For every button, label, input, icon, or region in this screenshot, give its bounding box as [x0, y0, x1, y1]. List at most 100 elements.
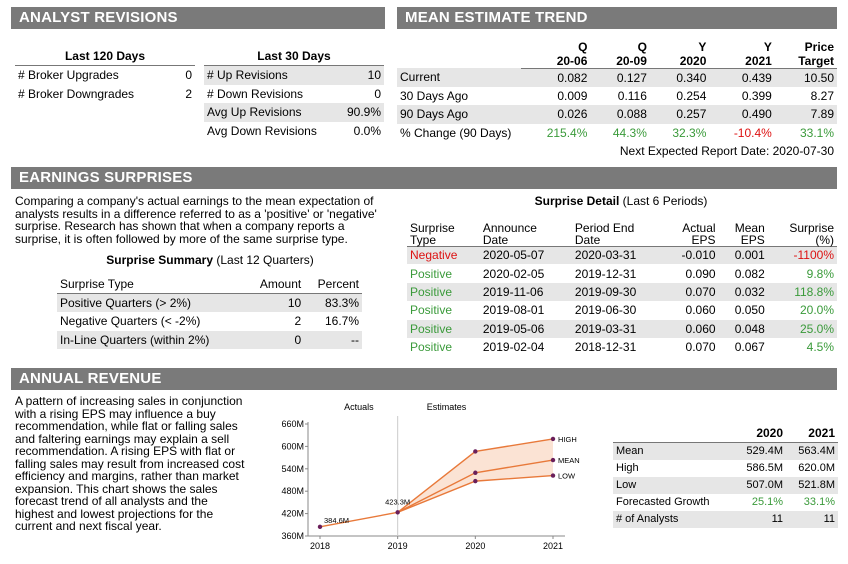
- series-point-low: [473, 478, 478, 484]
- trend-column-header: Y 2021: [709, 38, 775, 69]
- revenue-corner: [613, 424, 735, 443]
- mean-estimate-trend-table: Q 20-06 Q 20-09 Y 2020 Y 2021 Price Target Current…: [397, 38, 837, 142]
- x-tick-label: 2021: [543, 541, 563, 551]
- table-row: Positive 2019-11-06 2019-09-30 0.070 0.032 11…: [407, 282, 837, 302]
- revenue-value: 586.5M: [746, 462, 784, 474]
- earnings-surprises-description: Comparing a company's actual earnings to…: [15, 194, 377, 246]
- summary-type: Positive Quarters (> 2%): [60, 296, 192, 310]
- table-row: Low 507.0M 521.8M: [613, 476, 838, 494]
- detail-actual-eps: 0.070: [685, 340, 716, 355]
- table-row: 90 Days Ago 0.026 0.088 0.257 0.490 7.89: [397, 105, 837, 124]
- table-row: Negative Quarters (< -2%) 2 16.7%: [57, 312, 362, 331]
- detail-actual-eps: 0.060: [685, 303, 716, 318]
- trend-value: 32.3%: [672, 125, 707, 140]
- table-header-row: Surprise Type Amount Percent: [57, 275, 362, 294]
- annual-revenue-table: 2020 2021 Mean 529.4M 563.4M High 586.5M 620.0M…: [613, 424, 838, 528]
- detail-actual-eps: 0.090: [685, 266, 716, 281]
- revision-value: 90.9%: [346, 105, 381, 120]
- surprise-detail-title: Surprise Detail (Last 6 Periods): [407, 194, 835, 208]
- detail-actual-eps: 0.070: [685, 284, 716, 299]
- detail-period-end-date: 2020-03-31: [574, 248, 637, 263]
- detail-type: Positive: [410, 266, 453, 281]
- summary-header: Surprise Type: [57, 275, 247, 294]
- trend-value: 7.89: [810, 107, 834, 122]
- detail-type: Positive: [410, 321, 453, 336]
- detail-column-header: Actual EPS: [663, 218, 719, 247]
- detail-surprise-pct: 4.5%: [806, 340, 834, 355]
- trend-value: 8.27: [810, 88, 834, 103]
- trend-value: 0.399: [741, 88, 772, 103]
- detail-period-end-date: 2019-09-30: [574, 284, 637, 299]
- table-row: High 586.5M 620.0M: [613, 460, 838, 477]
- detail-period-end-date: 2019-12-31: [574, 266, 637, 281]
- revenue-value: 11: [771, 513, 784, 525]
- trend-row-label: 90 Days Ago: [400, 107, 469, 122]
- table-row: Mean 529.4M 563.4M: [613, 442, 838, 460]
- y-tick-label: 540M: [281, 464, 304, 474]
- trend-value: 0.082: [557, 70, 588, 85]
- annual-revenue-chart: Actuals Estimates 360M 420M 480M 540M 600M 660M…: [281, 402, 580, 551]
- revenue-value: 521.8M: [798, 479, 835, 491]
- series-point-high: [473, 449, 478, 454]
- revenue-row-label: Mean: [616, 445, 644, 458]
- x-tick-label: 2018: [310, 541, 330, 551]
- detail-column-header: Mean EPS: [718, 218, 768, 247]
- x-tick-label: 2019: [388, 541, 408, 551]
- revenue-row-label: Forecasted Growth: [616, 496, 710, 508]
- table-row: Positive 2019-05-06 2019-03-31 0.060 0.048 25…: [407, 319, 837, 338]
- revision-label: Avg Up Revisions: [207, 105, 302, 120]
- detail-mean-eps: 0.067: [734, 340, 765, 355]
- table-row: Avg Down Revisions 0.0%: [204, 122, 384, 141]
- summary-type: In-Line Quarters (within 2%): [60, 332, 210, 347]
- surprise-detail-subtitle: (Last 6 Periods): [622, 194, 708, 208]
- detail-announce-date: 2019-08-01: [482, 303, 545, 318]
- next-report-date: Next Expected Report Date: 2020-07-30: [619, 144, 834, 158]
- trend-row-label: Current: [400, 70, 441, 85]
- summary-type: Negative Quarters (< -2%): [60, 314, 201, 329]
- revision-label: # Broker Upgrades: [18, 68, 119, 83]
- table-row: In-Line Quarters (within 2%) 0 --: [57, 330, 362, 349]
- table-row: Current 0.082 0.127 0.340 0.439 10.50: [397, 68, 837, 87]
- detail-actual-eps: 0.060: [685, 321, 716, 336]
- trend-corner: [397, 38, 521, 68]
- summary-header: Percent: [304, 275, 362, 294]
- trend-value: 0.026: [557, 107, 588, 122]
- surprise-summary-table: Surprise Type Amount Percent Positive Quart…: [57, 275, 362, 349]
- table-row: # Up Revisions 10: [204, 66, 384, 85]
- section-header-annual-revenue: ANNUAL REVENUE: [11, 368, 837, 390]
- trend-value: 0.088: [616, 107, 647, 122]
- detail-actual-eps: -0.010: [681, 248, 716, 263]
- revision-label: # Down Revisions: [207, 86, 304, 101]
- annual-revenue-description: A pattern of increasing sales in conjunc…: [15, 394, 245, 533]
- revenue-column-header: 2021: [786, 424, 838, 443]
- summary-percent: --: [351, 332, 359, 347]
- revenue-column-header: 2020: [734, 424, 787, 443]
- trend-column-header: Q 20-06: [521, 38, 591, 69]
- detail-mean-eps: 0.048: [734, 321, 765, 336]
- last-120-days-panel: Last 120 Days # Broker Upgrades 0 # Broker…: [15, 47, 195, 103]
- table-row: Negative 2020-05-07 2020-03-31 -0.010 0.001 -…: [407, 246, 837, 265]
- detail-mean-eps: 0.001: [734, 248, 765, 263]
- estimate-range-band: [397, 438, 553, 513]
- trend-row-label: 30 Days Ago: [400, 88, 469, 103]
- detail-announce-date: 2019-05-06: [482, 321, 545, 336]
- detail-type: Positive: [410, 340, 453, 355]
- actuals-label: Actuals: [344, 402, 374, 412]
- series-label-mean: MEAN: [558, 456, 580, 465]
- series-point-mean: [550, 457, 556, 463]
- detail-period-end-date: 2018-12-31: [574, 340, 637, 355]
- detail-column-header: Period End Date: [571, 218, 664, 247]
- last-30-table: # Up Revisions 10 # Down Revisions 0 Avg Up …: [204, 66, 384, 140]
- detail-announce-date: 2019-02-04: [482, 340, 545, 355]
- table-row: Positive 2019-02-04 2018-12-31 0.070 0.067 4.…: [407, 338, 837, 356]
- trend-column-header: Price Target: [774, 38, 837, 69]
- trend-row-label: % Change (90 Days): [400, 125, 512, 140]
- detail-mean-eps: 0.050: [734, 303, 765, 318]
- trend-value: 0.340: [676, 70, 707, 85]
- revenue-value: 620.0M: [798, 462, 835, 474]
- detail-mean-eps: 0.082: [734, 266, 765, 281]
- section-header-analyst-revisions: ANALYST REVISIONS: [11, 7, 385, 29]
- series-label-high: HIGH: [558, 435, 577, 444]
- detail-announce-date: 2020-05-07: [482, 248, 545, 263]
- detail-announce-date: 2019-11-06: [482, 284, 544, 299]
